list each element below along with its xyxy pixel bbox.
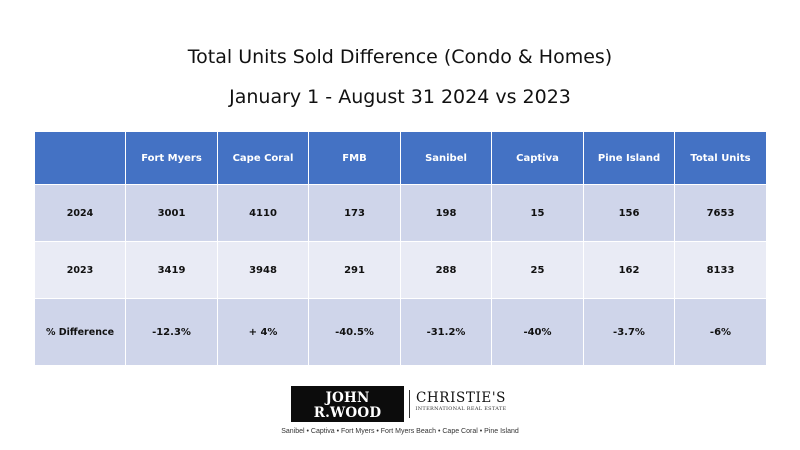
header-cell-fmb: FMB — [308, 131, 401, 185]
header-cell-corner — [34, 131, 126, 185]
table-row-2023: 2023 3419 3948 291 288 25 162 8133 — [34, 241, 767, 299]
header-cell-cape-coral: Cape Coral — [217, 131, 309, 185]
table-cell: 3948 — [217, 241, 309, 299]
table-cell: -40% — [491, 298, 584, 366]
table-cell: 156 — [583, 184, 675, 242]
row-label: % Difference — [34, 298, 126, 366]
table-row-percent-difference: % Difference -12.3% + 4% -40.5% -31.2% -… — [34, 298, 767, 366]
table-cell: -6% — [674, 298, 767, 366]
header-cell-sanibel: Sanibel — [400, 131, 492, 185]
table-cell: 4110 — [217, 184, 309, 242]
john-r-wood-logo: JOHN R.WOOD PROPERTIES — [291, 386, 404, 440]
header-cell-captiva: Captiva — [491, 131, 584, 185]
brand-sub: PROPERTIES — [319, 430, 376, 440]
table-cell: 288 — [400, 241, 492, 299]
brand-name: JOHN R.WOOD — [313, 390, 382, 421]
table-cell: 7653 — [674, 184, 767, 242]
header-cell-fort-myers: Fort Myers — [125, 131, 218, 185]
table-cell: -3.7% — [583, 298, 675, 366]
row-label: 2023 — [34, 241, 126, 299]
partner-sub: INTERNATIONAL REAL ESTATE — [415, 406, 507, 412]
brand-logo: JOHN R.WOOD PROPERTIES CHRISTIE'S INTERN… — [291, 386, 509, 440]
logo-divider — [409, 390, 410, 418]
service-areas: Sanibel • Captiva • Fort Myers • Fort My… — [281, 428, 519, 435]
page-subtitle: January 1 - August 31 2024 vs 2023 — [229, 86, 571, 108]
table-cell: -31.2% — [400, 298, 492, 366]
page-title: Total Units Sold Difference (Condo & Hom… — [187, 46, 613, 68]
table-header-row: Fort Myers Cape Coral FMB Sanibel Captiv… — [34, 131, 767, 185]
header-cell-pine-island: Pine Island — [583, 131, 675, 185]
table-cell: -12.3% — [125, 298, 218, 366]
table-cell: 8133 — [674, 241, 767, 299]
header-cell-total-units: Total Units — [674, 131, 767, 185]
table-cell: 291 — [308, 241, 401, 299]
table-cell: 25 — [491, 241, 584, 299]
table-cell: -40.5% — [308, 298, 401, 366]
row-label: 2024 — [34, 184, 126, 242]
table-cell: + 4% — [217, 298, 309, 366]
table-cell: 198 — [400, 184, 492, 242]
table-cell: 3001 — [125, 184, 218, 242]
table-cell: 173 — [308, 184, 401, 242]
units-sold-table: Fort Myers Cape Coral FMB Sanibel Captiv… — [34, 131, 767, 366]
table-cell: 162 — [583, 241, 675, 299]
table-cell: 15 — [491, 184, 584, 242]
table-row-2024: 2024 3001 4110 173 198 15 156 7653 — [34, 184, 767, 242]
partner-name: CHRISTIE'S — [416, 390, 506, 406]
table-cell: 3419 — [125, 241, 218, 299]
christies-logo: CHRISTIE'S INTERNATIONAL REAL ESTATE — [413, 391, 509, 413]
